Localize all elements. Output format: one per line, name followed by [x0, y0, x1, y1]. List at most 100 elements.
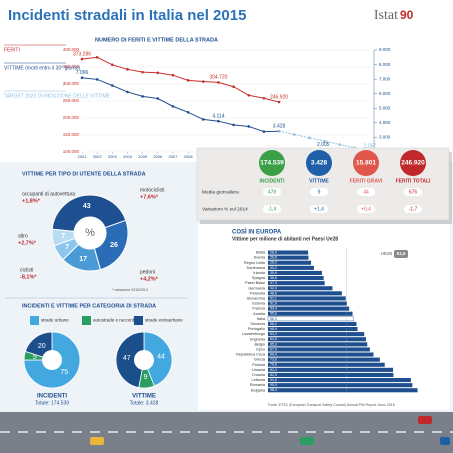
- category-label: ciclisti: [20, 267, 33, 273]
- y2-tick-label: 5.000: [379, 105, 391, 110]
- slice-label: 20: [38, 343, 46, 350]
- value-label: 26,6: [270, 256, 277, 260]
- series-point: [201, 80, 205, 83]
- source: Fonte: ETSC (European Transport Safety C…: [268, 403, 395, 407]
- series-point: [171, 73, 175, 77]
- bar: [268, 250, 309, 255]
- bar: [268, 347, 370, 352]
- pie-hole: [42, 350, 62, 370]
- category-label: Romania: [250, 383, 266, 387]
- series-point: [323, 139, 326, 143]
- series-point: [262, 130, 266, 133]
- car: [418, 416, 432, 424]
- series-line: [81, 77, 280, 133]
- bar: [268, 378, 411, 383]
- category-label: Francia: [252, 307, 266, 311]
- reference-label: UE28: [381, 251, 393, 256]
- segment-label: 7: [61, 233, 65, 240]
- change-label: +4,2%*: [140, 276, 159, 282]
- value-label: 48,6: [270, 291, 277, 295]
- series-point: [156, 71, 160, 75]
- bar: [268, 337, 367, 342]
- bar: [268, 281, 325, 286]
- bar: [268, 388, 418, 393]
- legend-label: FERITI: [4, 47, 20, 53]
- donut-segment: [51, 228, 76, 247]
- category-label: Lituania: [252, 368, 266, 372]
- value-pill: [263, 188, 281, 196]
- reference-value: 51,5: [397, 251, 406, 256]
- category-label: Lettonia: [251, 378, 265, 382]
- bar: [268, 352, 374, 357]
- y-tick-label: 400.000: [63, 47, 80, 52]
- x-tick-label: 2007: [168, 154, 178, 159]
- pie-slice: [115, 331, 145, 388]
- legend-label: strade urbane: [41, 318, 69, 323]
- bar: [268, 276, 324, 281]
- category-label: pedoni: [140, 269, 155, 275]
- row-label: Media giornaliera: [202, 189, 239, 195]
- x-tick-label: 2002: [93, 154, 103, 159]
- row-value: +1,4: [314, 206, 324, 212]
- value-pill: [357, 188, 375, 196]
- chart-title: COSÌ IN EUROPA: [232, 228, 282, 236]
- y-tick-label: 100.000: [63, 149, 80, 154]
- category-label: Slovacchia: [247, 296, 266, 300]
- x-tick-label: 2004: [123, 154, 133, 159]
- value-label: 7.096: [76, 70, 89, 76]
- kpi-circle: [353, 150, 379, 176]
- series-point: [217, 119, 220, 123]
- slice-label: 5: [33, 354, 37, 361]
- value-label: 304.720: [209, 75, 227, 81]
- slice-label: 75: [60, 369, 68, 376]
- category-label: Austria: [253, 312, 266, 316]
- y2-tick-label: 8.000: [379, 62, 391, 67]
- value-label: 373.286: [73, 51, 91, 57]
- value-pill: [404, 188, 422, 196]
- bar: [268, 301, 347, 306]
- bar: [268, 383, 413, 388]
- series-point: [156, 97, 160, 100]
- slice-label: 47: [123, 355, 131, 362]
- slice-label: 9: [144, 374, 148, 381]
- value-label: 28,3: [270, 261, 277, 265]
- value-label: 2.057: [364, 143, 377, 149]
- value-label: 37,3: [270, 281, 277, 285]
- category-label: Paesi Bassi: [245, 281, 265, 285]
- value-label: 63,3: [270, 332, 277, 336]
- value-label: 55,6: [270, 312, 277, 316]
- row-value: 478: [268, 189, 277, 195]
- value-label: 53,4: [270, 307, 277, 311]
- series-point: [186, 79, 190, 82]
- value-label: 69,4: [270, 352, 277, 356]
- annotation: 2.005: [317, 142, 330, 148]
- series-point: [186, 110, 190, 114]
- car: [440, 437, 450, 445]
- series-point: [232, 85, 235, 89]
- value-label: 95,0: [270, 383, 277, 387]
- bar: [268, 291, 342, 296]
- series-point: [141, 70, 144, 74]
- chart-subtitle: Vittime per milione di abitanti nei Paes…: [232, 236, 338, 242]
- value-pill: [310, 205, 328, 213]
- series-point: [171, 105, 175, 108]
- series-point: [338, 143, 341, 146]
- category-label: Bulgaria: [251, 388, 266, 392]
- y-tick-label: 150.000: [63, 132, 80, 137]
- category-label: Spagna: [252, 276, 266, 280]
- page-title: Incidenti stradali in Italia nel 2015: [8, 7, 246, 24]
- bar: [268, 362, 385, 367]
- center-label: %: [85, 227, 95, 239]
- series-point: [126, 90, 129, 94]
- category-label: Estonia: [252, 302, 266, 306]
- car: [300, 437, 314, 445]
- segment-label: 17: [79, 256, 87, 263]
- kpi-value: 3.428: [311, 160, 328, 167]
- value-label: 82,5: [270, 373, 277, 377]
- slice-label: 44: [157, 354, 165, 361]
- bar: [268, 367, 394, 372]
- value-pill: [357, 205, 375, 213]
- row-value: +0,4: [361, 206, 371, 212]
- y2-tick-label: 9.000: [379, 47, 391, 52]
- bar: [268, 265, 314, 270]
